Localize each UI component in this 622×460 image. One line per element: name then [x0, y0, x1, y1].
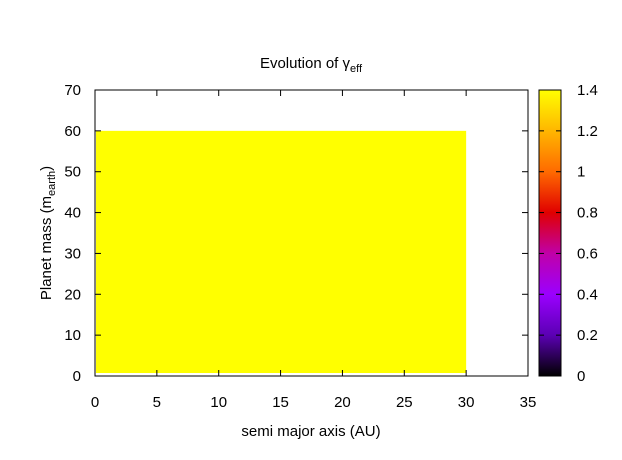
x-tick-label: 10 — [210, 394, 227, 411]
heatmap-region — [96, 130, 467, 373]
y-tick-label: 70 — [64, 82, 81, 99]
colorbar-tick-label: 1 — [577, 164, 585, 181]
colorbar-tick-label: 1.4 — [577, 82, 598, 99]
y-tick-label: 30 — [64, 245, 81, 262]
x-tick-label: 35 — [520, 394, 537, 411]
x-axis-label: semi major axis (AU) — [241, 423, 380, 440]
x-tick-label: 25 — [396, 394, 413, 411]
y-axis-ticks: 0 10 20 30 40 50 60 70 — [64, 82, 528, 385]
y-tick-label: 50 — [64, 164, 81, 181]
y-tick-label: 40 — [64, 205, 81, 222]
chart-title: Evolution of γeff — [260, 55, 363, 75]
y-axis-label: Planet mass (mearth) — [38, 166, 58, 300]
colorbar-tick-label: 1.2 — [577, 123, 598, 140]
colorbar-tick-label: 0 — [577, 368, 585, 385]
colorbar — [538, 89, 562, 377]
x-tick-label: 20 — [334, 394, 351, 411]
x-tick-label: 5 — [153, 394, 161, 411]
y-tick-label: 60 — [64, 123, 81, 140]
y-tick-label: 10 — [64, 327, 81, 344]
x-tick-label: 0 — [91, 394, 99, 411]
colorbar-tick-label: 0.2 — [577, 327, 598, 344]
x-axis-ticks: 0 5 10 15 20 25 30 35 — [91, 90, 537, 411]
colorbar-tick-label: 0.6 — [577, 245, 598, 262]
y-tick-label: 20 — [64, 286, 81, 303]
y-tick-label: 0 — [73, 368, 81, 385]
x-tick-label: 30 — [458, 394, 475, 411]
colorbar-tick-label: 0.4 — [577, 286, 598, 303]
colorbar-tick-label: 0.8 — [577, 205, 598, 222]
colorbar-ticks: 0 0.2 0.4 0.6 0.8 1 1.2 1.4 — [539, 82, 598, 385]
x-tick-label: 15 — [272, 394, 289, 411]
